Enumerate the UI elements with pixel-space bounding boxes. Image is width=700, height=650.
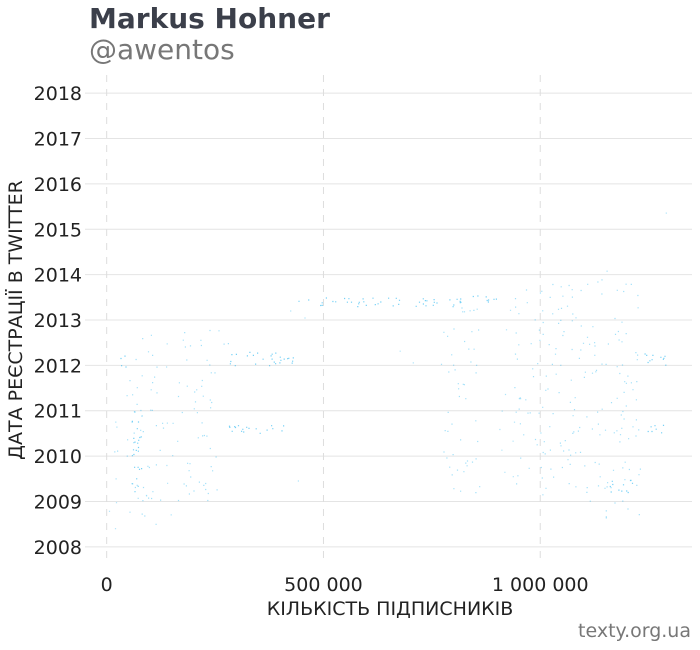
chart-title: Markus Hohner [89,2,330,35]
point-cluster-marks [597,270,641,519]
y-tick-label: 2008 [34,537,82,559]
point-cluster [131,411,143,493]
x-axis-ticks: 0 500 000 1 000 000 [101,574,589,596]
point-cluster [223,343,229,345]
data-points [108,212,667,530]
y-tick-label: 2018 [34,83,82,105]
point-cluster-marks [223,343,229,345]
point-cluster-marks [399,350,414,364]
point-cluster [665,212,667,214]
y-tick-label: 2015 [34,219,82,241]
point-cluster [399,350,414,364]
point-cluster [228,425,285,434]
y-tick-label: 2014 [34,265,82,287]
source-credit: texty.org.ua [578,620,691,642]
point-cluster [108,421,118,530]
point-cluster-marks [609,479,634,494]
grid-lines [85,75,692,565]
point-cluster [229,351,294,367]
x-tick-label: 0 [101,574,113,596]
point-cluster [126,334,165,525]
y-axis-ticks: 2008 2009 2010 2011 2012 2013 2014 2015 2016 2017… [34,83,82,559]
point-cluster-marks [126,334,165,525]
point-cluster-marks [472,295,497,303]
y-tick-label: 2011 [34,401,82,423]
point-cluster [647,424,665,434]
y-axis-label: ДАТА РЕЄСТРАЦІЇ В TWITTER [4,180,27,460]
point-cluster-marks [177,329,220,502]
y-tick-label: 2017 [34,129,82,151]
y-tick-label: 2009 [34,491,82,513]
point-cluster-marks [228,425,285,434]
point-cluster-marks [108,421,118,530]
point-cluster-marks [647,424,665,434]
point-cluster [644,353,667,366]
y-tick-label: 2010 [34,446,82,468]
point-cluster [609,479,634,494]
y-tick-label: 2013 [34,310,82,332]
point-cluster [440,307,481,494]
point-cluster [566,283,598,502]
point-cluster-marks [665,212,667,214]
x-tick-label: 1 000 000 [492,574,589,596]
point-cluster [472,295,497,303]
point-cluster-marks [440,307,481,494]
point-cluster [166,343,174,516]
point-cluster-marks [298,297,462,308]
y-tick-label: 2012 [34,355,82,377]
point-cluster-marks [166,343,174,516]
point-cluster [298,297,462,308]
x-axis-label: КІЛЬКІСТЬ ПІДПИСНИКІВ [267,598,514,620]
point-cluster [114,450,119,453]
point-cluster [597,270,641,519]
point-cluster-marks [499,309,516,478]
point-cluster-marks [131,411,143,493]
point-cluster-marks [644,353,667,366]
point-cluster-marks [566,283,598,502]
chart-subtitle-handle: @awentos [89,33,235,66]
y-tick-label: 2016 [34,174,82,196]
x-tick-label: 500 000 [284,574,363,596]
point-cluster [177,329,220,502]
point-cluster-marks [229,351,294,367]
point-cluster [499,309,516,478]
point-cluster-marks [114,450,119,453]
